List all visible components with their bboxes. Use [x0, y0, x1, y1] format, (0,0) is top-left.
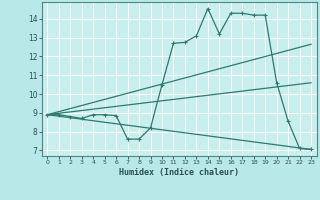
X-axis label: Humidex (Indice chaleur): Humidex (Indice chaleur) — [119, 168, 239, 177]
